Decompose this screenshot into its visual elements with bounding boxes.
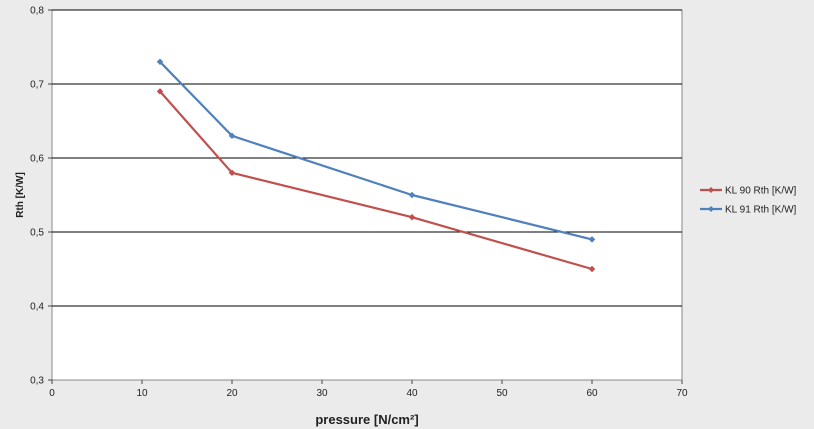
series-line-2 <box>159 61 593 241</box>
x-tick-label: 60 <box>586 388 598 399</box>
x-tick-label: 40 <box>406 388 418 399</box>
x-tick-label: 50 <box>496 388 508 399</box>
x-tick-labels: 0 10 20 30 40 50 60 70 <box>49 388 688 399</box>
data-point <box>156 58 164 66</box>
y-tick-label: 0,5 <box>30 228 44 239</box>
x-tick-label: 30 <box>316 388 328 399</box>
x-tick-label: 70 <box>676 388 688 399</box>
x-tick-label: 20 <box>226 388 238 399</box>
y-axis-label: Rth [K/W] <box>15 172 26 218</box>
gridlines <box>52 9 682 307</box>
legend-label: KL 91 Rth [K/W] <box>725 205 797 216</box>
legend: KL 90 Rth [K/W] KL 91 Rth [K/W] <box>700 186 797 216</box>
data-point <box>588 236 596 243</box>
x-tick-label: 10 <box>136 388 148 399</box>
legend-marker <box>708 206 714 212</box>
data-point <box>408 191 416 199</box>
y-tick-label: 0,8 <box>30 6 44 17</box>
legend-label: KL 90 Rth [K/W] <box>725 186 797 197</box>
x-axis-label: pressure [N/cm²] <box>315 412 418 427</box>
data-point <box>408 213 416 221</box>
data-point <box>228 132 236 140</box>
y-tick-labels: 0,3 0,4 0,5 0,6 0,7 0,8 <box>30 6 44 387</box>
plot-area <box>51 9 683 381</box>
y-tick-label: 0,3 <box>30 376 44 387</box>
legend-marker <box>708 187 714 193</box>
x-tick-label: 0 <box>49 388 55 399</box>
series-line-1 <box>159 90 593 271</box>
data-point <box>228 169 236 177</box>
data-point <box>156 88 164 95</box>
y-tick-label: 0,7 <box>30 80 44 91</box>
y-tick-label: 0,4 <box>30 302 44 313</box>
data-point <box>588 265 596 273</box>
axes <box>48 9 683 384</box>
series-lines <box>156 58 596 273</box>
y-tick-label: 0,6 <box>30 154 44 165</box>
